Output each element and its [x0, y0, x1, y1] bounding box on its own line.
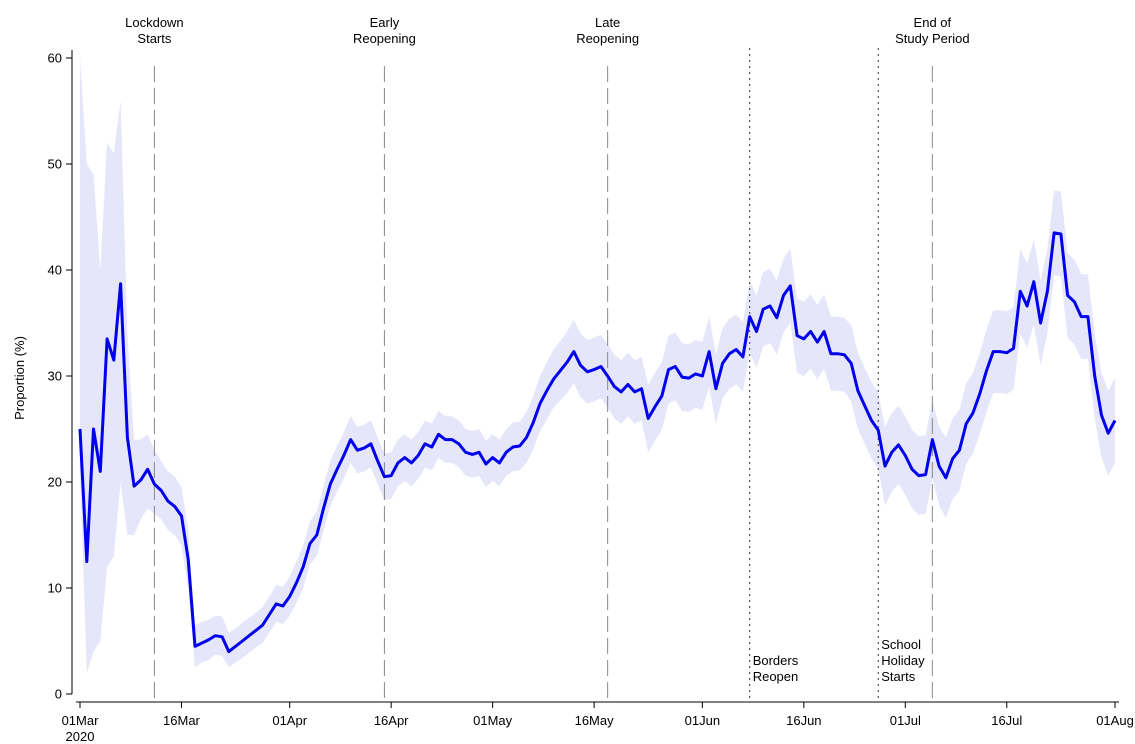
confidence-band: [80, 58, 1115, 673]
y-tick-label: 20: [48, 475, 62, 490]
y-tick-label: 50: [48, 157, 62, 172]
event-label: Reopening: [576, 31, 639, 46]
event-label: Borders: [753, 653, 799, 668]
x-tick-label: 16Apr: [374, 713, 409, 728]
y-tick-label: 40: [48, 263, 62, 278]
y-tick-label: 0: [55, 687, 62, 702]
event-label: Lockdown: [125, 15, 184, 30]
x-tick-sublabel: 2020: [66, 729, 95, 744]
y-axis-title: Proportion (%): [12, 336, 27, 420]
x-tick-label: 01Jul: [890, 713, 921, 728]
proportion-line-layer: [78, 231, 1117, 654]
proportion-line: [78, 231, 1117, 654]
event-label: End of: [914, 15, 952, 30]
event-label: Reopen: [753, 669, 799, 684]
y-tick-label: 10: [48, 581, 62, 596]
x-tick-label: 01Mar: [62, 713, 100, 728]
x-tick-label: 01Apr: [272, 713, 307, 728]
y-tick-label: 30: [48, 369, 62, 384]
y-tick-label: 60: [48, 51, 62, 66]
event-label: Study Period: [895, 31, 969, 46]
x-tick-label: 16Jun: [786, 713, 821, 728]
confidence-band-layer: [80, 58, 1115, 673]
x-tick-label: 01Aug: [1096, 713, 1134, 728]
x-tick-label: 01May: [473, 713, 513, 728]
event-label: Starts: [881, 669, 915, 684]
event-label: Late: [595, 15, 620, 30]
event-label: Early: [370, 15, 400, 30]
event-label: Holiday: [881, 653, 925, 668]
event-label: School: [881, 637, 921, 652]
x-tick-label: 16Jul: [991, 713, 1022, 728]
event-lines-layer: LockdownStartsEarlyReopeningLateReopenin…: [125, 15, 970, 702]
x-tick-label: 01Jun: [685, 713, 720, 728]
event-label: Reopening: [353, 31, 416, 46]
event-label: Starts: [137, 31, 171, 46]
x-tick-label: 16Mar: [163, 713, 201, 728]
x-tick-label: 16May: [575, 713, 615, 728]
